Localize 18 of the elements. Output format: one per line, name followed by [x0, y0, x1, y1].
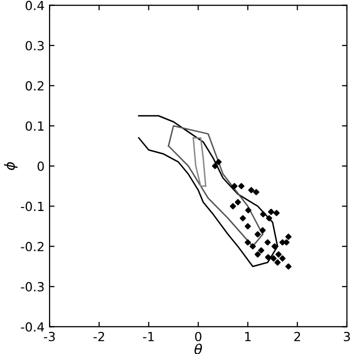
y-tick-label: 0.3 [26, 40, 44, 50]
y-tick-label: -0.3 [20, 282, 44, 292]
x-tick-label: -2 [94, 332, 104, 342]
x-tick-label: 2 [294, 332, 300, 342]
y-tick-label: 0.4 [26, 0, 44, 10]
x-tick-label: 0 [195, 332, 202, 342]
x-axis-title: θ [194, 344, 202, 354]
x-tick-label: -1 [143, 332, 154, 342]
y-tick-label: -0.2 [20, 242, 44, 252]
y-tick-label: -0.1 [20, 202, 44, 212]
x-tick-label: 3 [344, 332, 350, 342]
y-axis-title: ϕ [4, 162, 18, 170]
y-tick-label: -0.4 [20, 322, 44, 332]
y-tick-label: 0.2 [26, 81, 44, 91]
y-tick-label: 0.1 [26, 121, 44, 131]
y-tick-label: 0 [38, 162, 44, 171]
x-tick-label: -3 [44, 332, 55, 342]
x-tick-label: 1 [245, 332, 251, 342]
